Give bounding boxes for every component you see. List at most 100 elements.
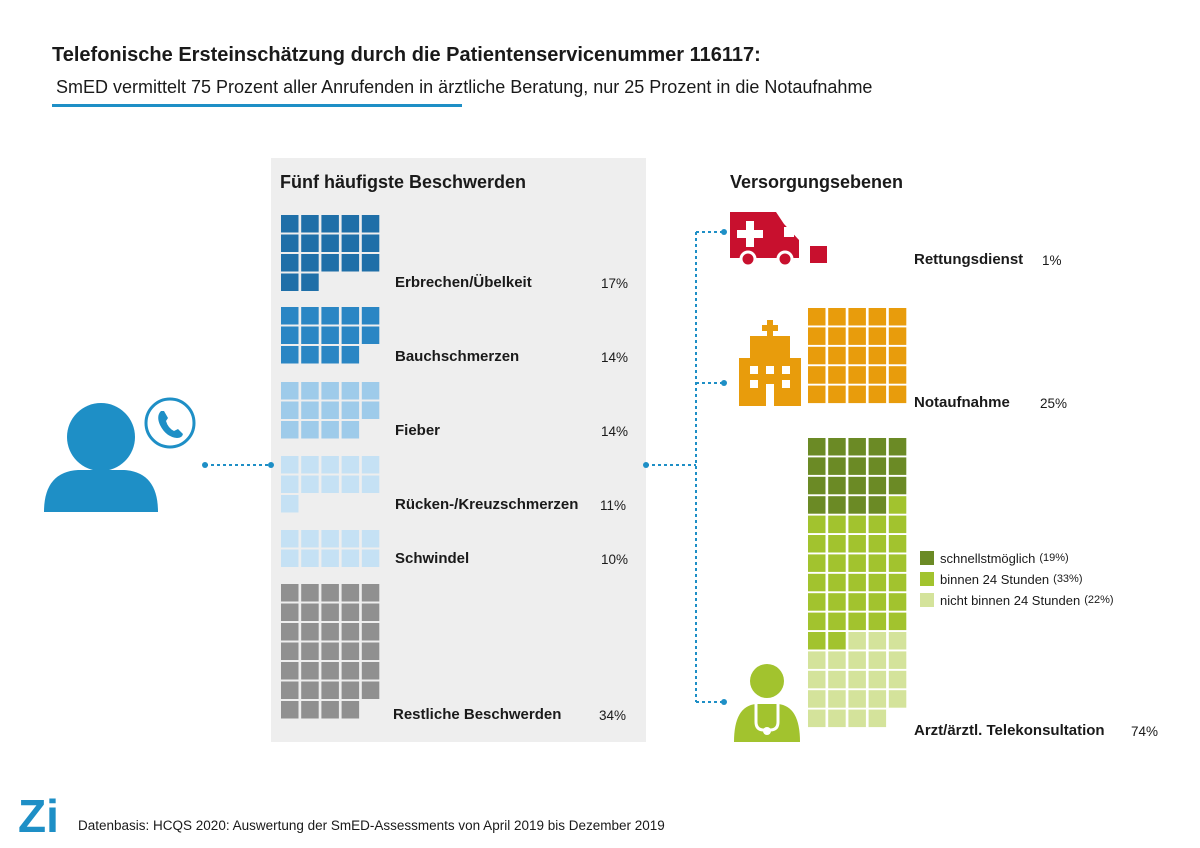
care-level-cell [808,457,826,475]
complaint-cell [341,421,360,439]
care-level-cell [808,327,826,345]
care-levels-heading: Versorgungsebenen [730,172,904,192]
care-level-cell [808,308,826,326]
care-level-cell [888,612,907,631]
care-level-cell [848,632,866,650]
complaint-cell [341,603,360,621]
complaint-pct: 34% [599,708,627,723]
care-level-cell [888,690,907,708]
ambulance-icon [730,212,799,268]
care-level-cell [848,308,866,326]
complaint-cell [281,549,299,567]
care-level-cell [848,457,866,475]
care-level-cell [848,651,866,669]
complaint-cell [341,584,360,602]
complaint-cell [321,215,339,233]
care-level-cell [868,438,887,456]
care-level-cell [888,535,907,553]
care-level-cell [868,515,887,534]
complaint-cell [321,382,339,400]
care-level-cell [828,476,846,495]
care-level-cell [848,709,866,728]
care-level-cell [868,327,887,345]
complaint-cell [301,346,319,364]
care-level-cell [828,515,846,534]
complaint-cell [341,382,360,400]
complaint-cell [281,681,299,699]
complaint-cell [361,603,380,621]
complaint-cell [301,681,319,699]
complaint-label: Schwindel [395,550,470,567]
care-level-cell [808,651,826,669]
care-level-cell [848,327,866,345]
care-level-cell [828,593,846,611]
legend-pct: (22%) [1084,594,1114,606]
complaint-cell [341,346,360,364]
complaint-cell [321,701,339,719]
complaint-cell [341,234,360,252]
complaint-cell [301,701,319,719]
complaint-cell [301,475,319,493]
care-level-cell [868,690,887,708]
complaint-cell [281,456,299,474]
complaint-cell [361,475,380,493]
complaint-cell [321,603,339,621]
complaint-cell [361,401,380,419]
complaint-cell [321,662,339,680]
care-level-label: Arzt/ärztl. Telekonsultation [914,722,1105,739]
complaint-cell [281,475,299,493]
care-level-cell [888,438,907,456]
care-level-cell [848,690,866,708]
complaint-cell [281,215,299,233]
complaint-cell [361,623,380,641]
complaint-cell [361,254,380,272]
complaint-cell [361,549,380,567]
care-level-cell [868,496,887,514]
person-icon [44,403,158,512]
complaint-cell [281,603,299,621]
complaint-cell [281,254,299,272]
care-level-cell [828,327,846,345]
care-level-cell [868,709,887,728]
complaint-pct: 11% [600,498,627,513]
complaint-cell [281,421,299,439]
complaint-cell [281,701,299,719]
complaint-cell [301,326,319,344]
complaint-cell [341,549,360,567]
complaint-cell [281,382,299,400]
care-level-cell [848,535,866,553]
complaint-cell [301,584,319,602]
care-level-cell [868,346,887,365]
care-level-pct: 74% [1131,724,1159,739]
complaint-cell [301,215,319,233]
complaint-cell [341,254,360,272]
legend-swatch [920,551,934,565]
care-level-cell [808,535,826,553]
complaint-cell [341,215,360,233]
complaint-cell [321,549,339,567]
complaint-cell [281,234,299,252]
care-level-label: Rettungsdienst [914,251,1024,268]
complaint-cell [361,382,380,400]
complaint-cell [321,475,339,493]
complaint-cell [301,530,319,548]
care-level-cell [848,670,866,689]
zi-logo: Zi [18,790,59,838]
care-level-pct: 1% [1042,253,1062,268]
complaint-pct: 17% [601,276,629,291]
complaint-cell [341,401,360,419]
care-level-cell [848,515,866,534]
page-subtitle: SmED vermittelt 75 Prozent aller Anrufen… [56,77,873,97]
legend-swatch [920,593,934,607]
complaints-heading: Fünf häufigste Beschwerden [280,172,527,192]
legend-item: binnen 24 Stunden (33%) [920,571,1083,587]
legend-item: schnellstmöglich (19%) [920,550,1069,566]
complaint-cell [341,456,360,474]
complaint-cell [301,642,319,660]
complaint-cell [361,326,380,344]
complaint-cell [321,584,339,602]
care-level-cell [868,573,887,592]
complaint-cell [301,234,319,252]
care-level-cell [888,573,907,592]
